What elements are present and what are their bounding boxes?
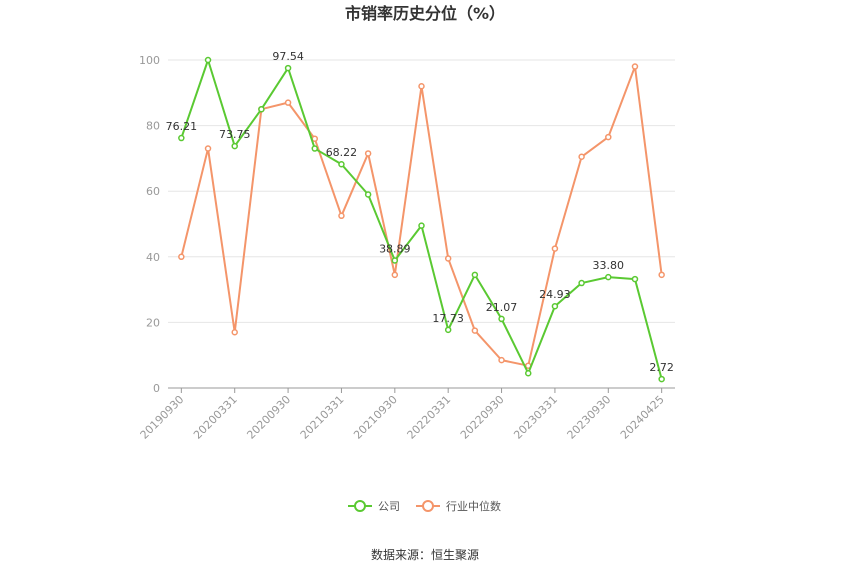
data-point [551, 302, 559, 310]
legend-marker [354, 500, 366, 512]
y-tick-label: 20 [146, 316, 160, 329]
data-label: 33.80 [593, 259, 625, 272]
data-point [605, 273, 612, 281]
data-label: 97.54 [272, 50, 304, 63]
data-point [284, 64, 292, 72]
data-point [364, 150, 372, 157]
data-point [471, 271, 479, 279]
data-point [204, 145, 212, 152]
data-point [284, 99, 292, 106]
x-tick-label: 20230331 [511, 393, 560, 442]
data-point [391, 257, 399, 264]
data-point [444, 326, 452, 334]
x-tick-label: 20240425 [618, 393, 667, 442]
data-point [364, 191, 372, 198]
data-point [391, 271, 399, 279]
legend-marker [422, 500, 434, 512]
data-point [551, 245, 559, 252]
data-label: 17.73 [432, 312, 464, 325]
source-note: 数据来源：恒生聚源 [371, 547, 479, 562]
data-point [471, 327, 479, 334]
x-tick-label: 20190930 [138, 393, 187, 442]
y-tick-label: 100 [139, 54, 160, 67]
y-axis-ticks: 0 20 40 60 80 100 [139, 54, 160, 395]
x-tick-label: 20230930 [565, 393, 614, 442]
data-point [444, 255, 452, 262]
legend-label: 公司 [378, 500, 400, 513]
y-tick-label: 0 [153, 382, 160, 395]
data-point [178, 253, 185, 261]
data-point [204, 56, 212, 64]
series-line-industry-median [180, 65, 663, 367]
data-label: 38.89 [379, 242, 411, 255]
data-point [178, 134, 185, 142]
x-tick-label: 20200930 [244, 393, 293, 442]
data-point [498, 315, 505, 323]
data-point [658, 271, 665, 279]
data-point [498, 356, 505, 364]
data-point [338, 212, 345, 220]
data-labels: 76.21 73.75 97.54 68.22 38.89 17.73 21.07 24.93… [166, 50, 674, 374]
x-axis: 20190930 20200331 20200930 20210331 20210930… [138, 387, 675, 442]
data-point [311, 145, 319, 152]
data-point [578, 279, 585, 287]
data-label: 76.21 [166, 120, 198, 133]
data-label: 21.07 [486, 301, 518, 314]
data-label: 24.93 [539, 288, 571, 301]
data-label: 2.72 [649, 361, 674, 374]
x-tick-label: 20210331 [298, 393, 347, 442]
y-tick-label: 40 [146, 251, 160, 264]
data-point [524, 369, 532, 377]
legend-label: 行业中位数 [446, 499, 501, 513]
y-tick-label: 60 [146, 185, 160, 198]
series-lines [178, 56, 665, 383]
data-point [605, 133, 612, 141]
data-label: 73.75 [219, 128, 251, 141]
x-tick-label: 20210930 [351, 393, 400, 442]
data-label: 68.22 [326, 146, 358, 159]
data-point [231, 328, 238, 336]
data-point [658, 375, 665, 383]
series-line-company [180, 59, 663, 380]
data-point [231, 142, 238, 150]
x-tick-label: 20220930 [458, 393, 507, 442]
data-point [258, 105, 265, 113]
data-point [338, 160, 345, 168]
x-tick-label: 20200331 [191, 393, 240, 442]
legend[interactable]: 公司 行业中位数 [348, 499, 501, 513]
x-tick-label: 20220331 [405, 393, 454, 442]
data-point [418, 82, 425, 90]
data-point [578, 153, 585, 161]
data-point [631, 275, 639, 283]
data-point [631, 63, 639, 70]
chart-title: 市销率历史分位（%） [345, 4, 505, 23]
data-point [418, 222, 425, 229]
y-tick-label: 80 [146, 120, 160, 133]
